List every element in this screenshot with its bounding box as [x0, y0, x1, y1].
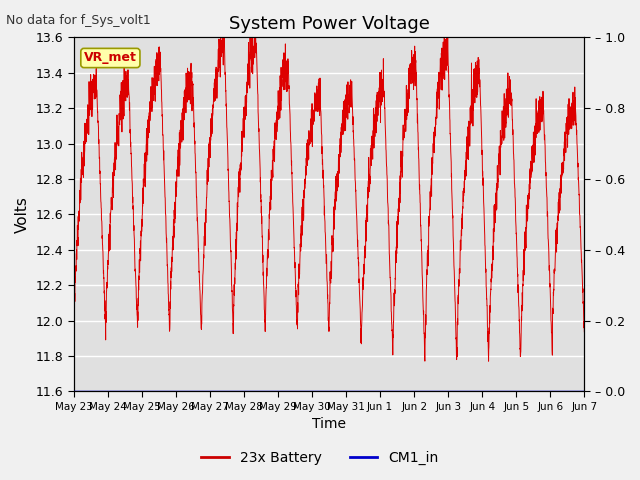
Text: VR_met: VR_met: [84, 51, 137, 64]
Title: System Power Voltage: System Power Voltage: [228, 15, 429, 33]
Text: No data for f_Sys_volt1: No data for f_Sys_volt1: [6, 14, 151, 27]
Y-axis label: Volts: Volts: [15, 196, 30, 233]
X-axis label: Time: Time: [312, 418, 346, 432]
Legend: 23x Battery, CM1_in: 23x Battery, CM1_in: [196, 445, 444, 471]
